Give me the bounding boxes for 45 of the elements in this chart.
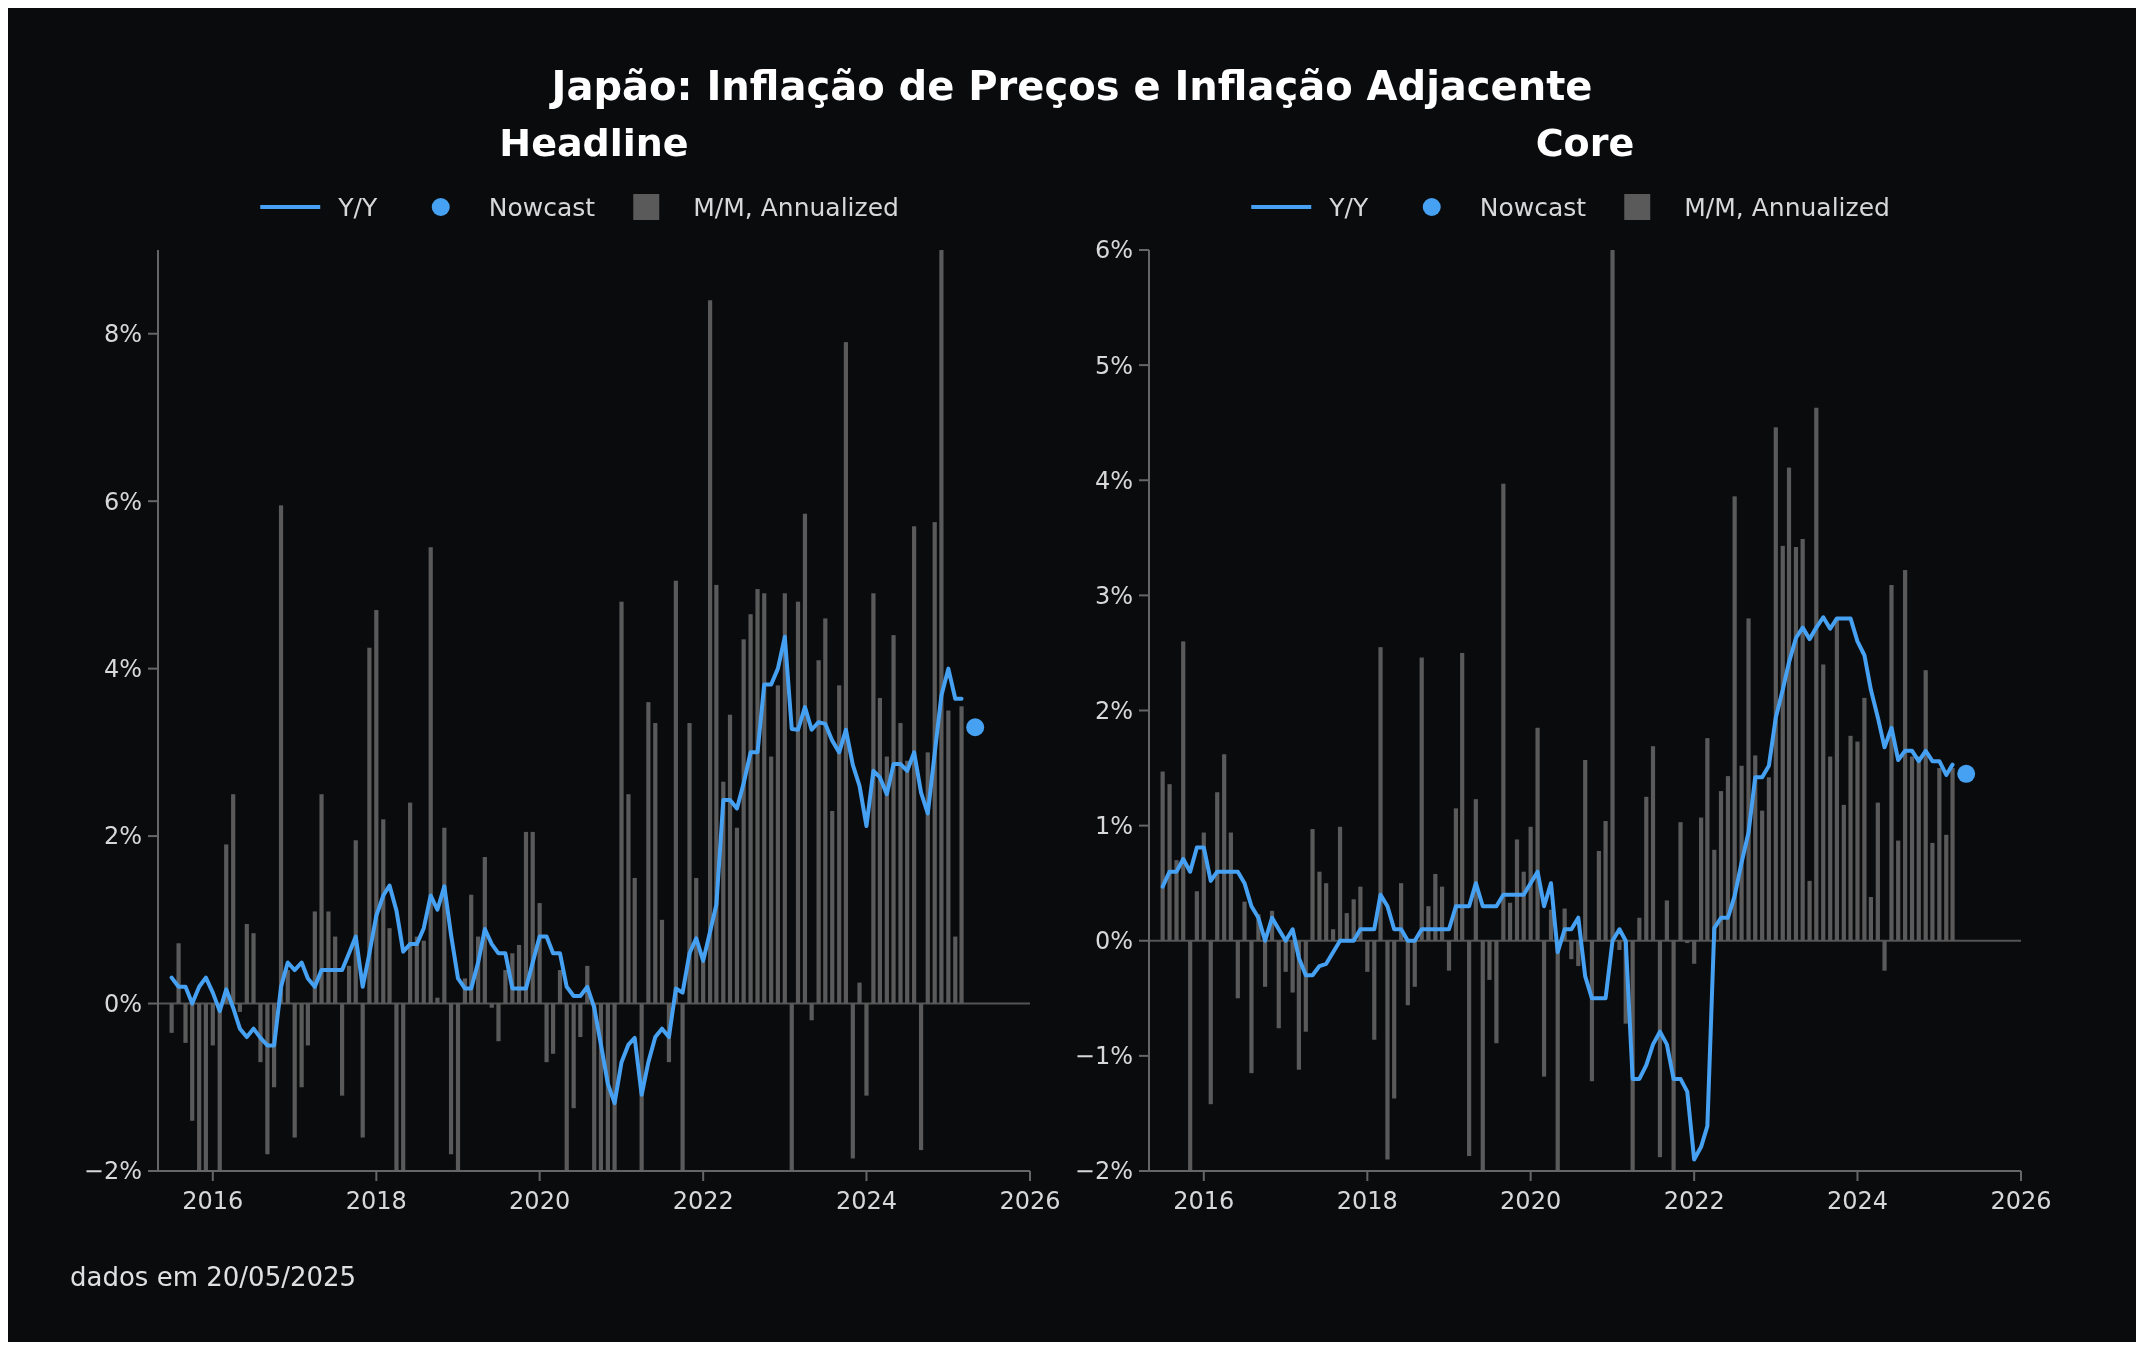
y-tick-label: 2% bbox=[1094, 696, 1133, 725]
x-tick-label: 2026 bbox=[1990, 1187, 2052, 1215]
legend-label: Nowcast bbox=[1479, 192, 1587, 222]
line-series bbox=[169, 634, 964, 1106]
x-tick-label: 2016 bbox=[182, 1187, 244, 1215]
bar bbox=[1337, 826, 1343, 941]
y-tick-label: 5% bbox=[1094, 351, 1133, 380]
x-tick-label: 2020 bbox=[1500, 1187, 1562, 1215]
bar bbox=[1263, 940, 1268, 987]
bar bbox=[1283, 940, 1288, 972]
x-tick-label: 2026 bbox=[999, 1187, 1061, 1215]
x-tick-label: 2020 bbox=[509, 1187, 571, 1215]
y-tick-label: 4% bbox=[1094, 466, 1133, 495]
bar bbox=[1405, 940, 1410, 1006]
legend-label: M/M, Annualized bbox=[693, 192, 899, 222]
y-tick-label: 6% bbox=[103, 487, 142, 516]
x-tick-label: 2022 bbox=[1663, 1187, 1725, 1215]
y-tick-label: 0% bbox=[1094, 927, 1133, 956]
y-tick-label: 2% bbox=[103, 822, 142, 851]
legend-label: Nowcast bbox=[488, 192, 596, 222]
y-tick-label: 4% bbox=[103, 655, 142, 684]
y-tick-label: 0% bbox=[103, 989, 142, 1018]
y-tick-label: −2% bbox=[83, 1157, 142, 1186]
line-series bbox=[1160, 615, 1955, 1162]
x-tick-label: 2024 bbox=[1826, 1187, 1889, 1215]
x-tick-label: 2016 bbox=[1173, 1187, 1235, 1215]
legend-label: Y/Y bbox=[1328, 192, 1369, 222]
y-tick-label: 1% bbox=[1094, 812, 1133, 841]
legend-label: M/M, Annualized bbox=[1684, 192, 1890, 222]
bar bbox=[1344, 913, 1349, 941]
y-tick-label: 6% bbox=[1094, 236, 1133, 265]
x-tick-label: 2018 bbox=[1336, 1187, 1398, 1215]
chart-title: Japão: Inflação de Preços e Inflação Adjacente bbox=[548, 63, 1593, 109]
y-tick-label: 3% bbox=[1094, 581, 1133, 610]
x-tick-label: 2018 bbox=[345, 1187, 407, 1215]
y-tick-label: −1% bbox=[1074, 1042, 1133, 1071]
chart-subtitle: Headline bbox=[499, 121, 689, 165]
chart-subtitle: Core bbox=[1535, 121, 1635, 165]
x-tick-label: 2022 bbox=[672, 1187, 734, 1215]
text: dados em 20/05/2025 bbox=[70, 1262, 357, 1292]
bar bbox=[1412, 940, 1417, 987]
x-tick-label: 2024 bbox=[835, 1187, 898, 1215]
y-tick-label: −2% bbox=[1074, 1157, 1133, 1186]
y-tick-label: 8% bbox=[103, 320, 142, 349]
legend-label: Y/Y bbox=[337, 192, 378, 222]
